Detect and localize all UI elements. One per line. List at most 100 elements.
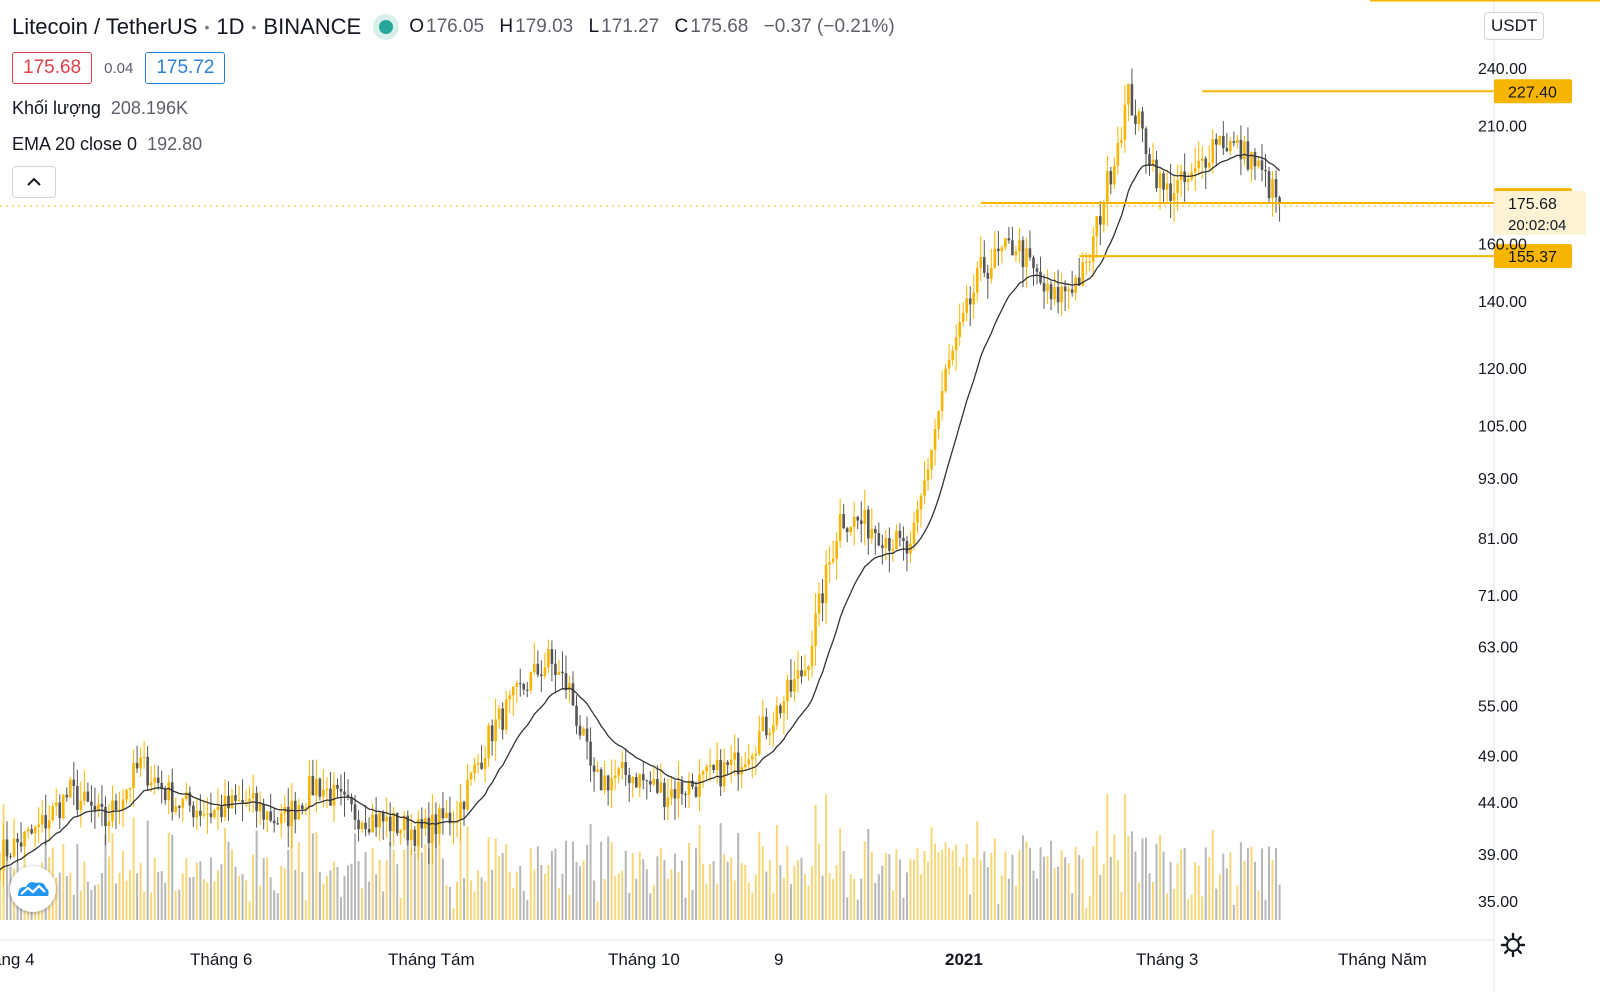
volume-bar bbox=[364, 852, 367, 920]
candle-body bbox=[641, 774, 645, 781]
volume-bar bbox=[1018, 849, 1021, 920]
candle-body bbox=[174, 806, 178, 812]
volume-bar bbox=[1180, 849, 1183, 920]
volume-bar bbox=[431, 816, 434, 920]
candle-body bbox=[381, 812, 385, 822]
volume-bar bbox=[72, 894, 75, 920]
volume-bar bbox=[354, 833, 357, 920]
candle-body bbox=[216, 806, 220, 811]
candle-body bbox=[417, 819, 420, 846]
volume-bar bbox=[811, 866, 814, 920]
volume-bar bbox=[361, 888, 364, 920]
volume-bar bbox=[600, 841, 603, 920]
candle-body bbox=[1141, 111, 1144, 129]
candle-body bbox=[104, 806, 107, 827]
candle-body bbox=[768, 732, 772, 736]
tradingview-logo-icon[interactable] bbox=[10, 866, 56, 912]
candle-body bbox=[1134, 115, 1137, 125]
price-scale[interactable] bbox=[1494, 0, 1600, 992]
volume-bar bbox=[1197, 865, 1200, 920]
collapse-legend-button[interactable] bbox=[12, 166, 56, 198]
buy-price-button[interactable]: 175.72 bbox=[145, 52, 226, 84]
candle-body bbox=[663, 782, 666, 807]
low-value: 171.27 bbox=[601, 16, 660, 37]
candle-body bbox=[708, 765, 712, 767]
ema-legend[interactable]: EMA 20 close 0 192.80 bbox=[12, 134, 202, 155]
volume-bar bbox=[789, 884, 792, 920]
candle-body bbox=[1232, 141, 1236, 144]
candle-body bbox=[350, 796, 353, 805]
candle-body bbox=[733, 752, 736, 760]
volume-bar bbox=[705, 884, 708, 920]
candle-body bbox=[817, 593, 821, 614]
candle-body bbox=[462, 801, 466, 810]
ema-label: EMA 20 close 0 bbox=[12, 134, 138, 154]
volume-bar bbox=[420, 852, 423, 920]
candle-body bbox=[557, 671, 561, 675]
price-tick-label: 44.00 bbox=[1478, 795, 1518, 812]
volume-bar bbox=[1183, 848, 1186, 920]
market-status-icon[interactable] bbox=[379, 20, 394, 34]
candle-body bbox=[933, 428, 937, 450]
candle-body bbox=[301, 805, 304, 810]
volume-bar bbox=[916, 848, 919, 920]
candle-body bbox=[1169, 183, 1172, 201]
candle-body bbox=[304, 807, 308, 810]
candle-body bbox=[1113, 165, 1116, 185]
candle-body bbox=[842, 514, 845, 529]
candle-body bbox=[891, 548, 895, 551]
candle-body bbox=[849, 527, 853, 533]
volume-bar bbox=[199, 861, 202, 920]
gear-icon[interactable] bbox=[1500, 932, 1526, 958]
volume-bar bbox=[839, 828, 842, 920]
volume-bar bbox=[1120, 892, 1123, 920]
volume-bar bbox=[396, 864, 399, 920]
candle-body bbox=[406, 815, 410, 841]
interval[interactable]: 1D bbox=[216, 14, 245, 39]
symbol-name[interactable]: Litecoin / TetherUS bbox=[12, 14, 198, 39]
price-tick-label: 105.00 bbox=[1478, 419, 1527, 436]
volume-bar bbox=[164, 882, 167, 920]
candle-body bbox=[163, 789, 167, 801]
candle-body bbox=[5, 839, 9, 857]
volume-bar bbox=[1250, 846, 1253, 920]
candle-body bbox=[838, 514, 842, 542]
volume-bar bbox=[677, 872, 680, 920]
candle-body bbox=[603, 775, 606, 791]
volume-bar bbox=[294, 869, 297, 920]
volume-bar bbox=[740, 862, 743, 920]
volume-bar bbox=[1007, 878, 1010, 920]
spread-value: 0.04 bbox=[104, 59, 134, 77]
candle-body bbox=[782, 701, 786, 714]
sell-price-button[interactable]: 175.68 bbox=[12, 52, 93, 84]
volume-bar bbox=[712, 861, 715, 920]
candle-body bbox=[536, 663, 540, 675]
volume-bar bbox=[1162, 851, 1165, 920]
candle-body bbox=[508, 695, 512, 700]
candle-body bbox=[318, 778, 322, 797]
volume-legend[interactable]: Khối lượng 208.196K bbox=[12, 98, 188, 119]
candle-body bbox=[23, 831, 26, 847]
volume-bar bbox=[1028, 847, 1031, 920]
candle-body bbox=[761, 716, 765, 732]
candle-body bbox=[469, 773, 473, 780]
candle-body bbox=[206, 813, 209, 815]
volume-bar bbox=[709, 863, 712, 920]
candle-body bbox=[856, 516, 860, 521]
volume-bar bbox=[814, 804, 817, 920]
symbol-legend[interactable]: Litecoin / TetherUS • 1D • BINANCE O 176.… bbox=[12, 14, 905, 40]
volume-bar bbox=[976, 821, 979, 920]
volume-bar bbox=[652, 885, 655, 920]
volume-bar bbox=[969, 894, 972, 920]
currency-button[interactable]: USDT bbox=[1484, 12, 1545, 40]
candle-body bbox=[1211, 139, 1215, 163]
candle-body bbox=[241, 799, 244, 803]
candle-body bbox=[132, 762, 135, 788]
volume-bar bbox=[990, 852, 993, 920]
volume-bar bbox=[571, 841, 574, 920]
volume-value: 208.196K bbox=[110, 98, 188, 118]
volume-bar bbox=[463, 878, 466, 920]
candle-body bbox=[606, 775, 610, 791]
